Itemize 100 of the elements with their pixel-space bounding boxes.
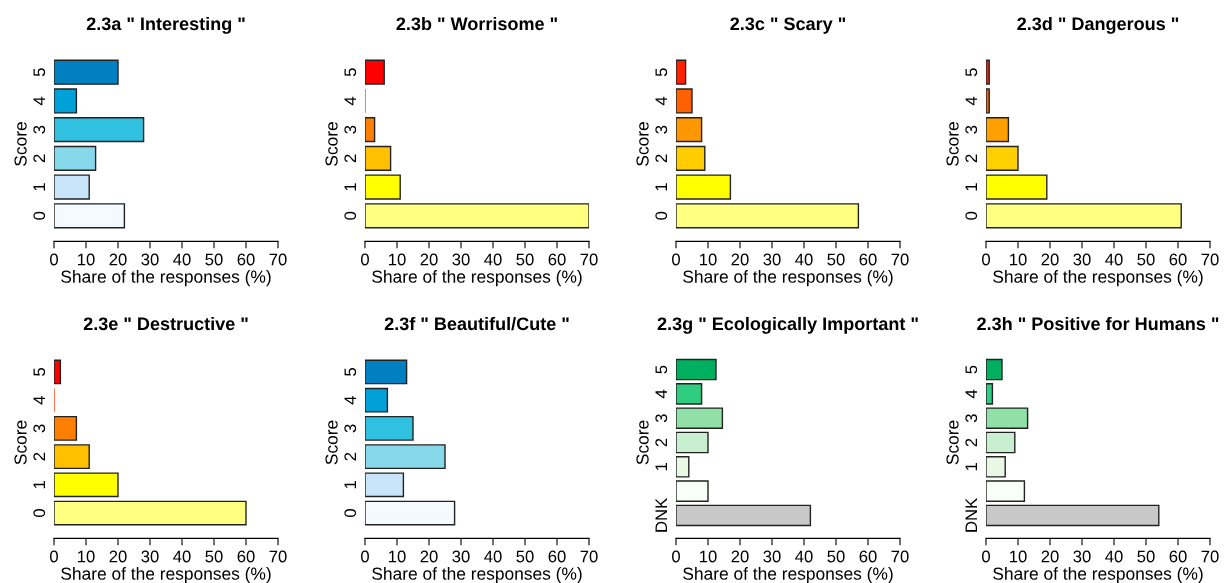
x-tick-label: 70 (580, 253, 598, 266)
x-tick-label: 10 (700, 253, 717, 266)
x-tick-label: 50 (1137, 550, 1155, 563)
x-tick-label: 60 (548, 253, 566, 266)
bar (365, 500, 456, 526)
bar (986, 431, 1016, 454)
y-tick-label: 2 (655, 154, 667, 163)
x-axis-title: Share of the responses (%) (61, 567, 271, 583)
x-tick-label: 10 (78, 253, 95, 266)
x-tick-label: 60 (859, 253, 877, 266)
y-tick-label: 0 (655, 211, 668, 220)
x-tick-label: 20 (731, 550, 749, 563)
x-tick-label: 40 (173, 253, 191, 266)
bar (986, 88, 990, 114)
y-tick-label: 3 (33, 424, 46, 433)
x-tick-label: 20 (109, 253, 127, 266)
bar (676, 88, 693, 114)
y-tick-label: 0 (344, 509, 357, 518)
x-tick-label: 0 (361, 253, 369, 266)
x-tick-label: 0 (50, 253, 58, 266)
bar (676, 504, 812, 527)
x-tick-label: 20 (1041, 253, 1059, 266)
y-tick-label: 2 (965, 154, 977, 163)
y-tick-label: 1 (965, 462, 977, 471)
bar (54, 472, 119, 498)
x-tick-label: 20 (420, 550, 438, 563)
y-tick-label: 2 (344, 154, 356, 163)
bar (676, 431, 709, 454)
y-tick-label: 5 (33, 68, 46, 77)
bar (54, 359, 62, 385)
y-tick-label: 5 (655, 365, 668, 374)
x-tick-label: 60 (859, 550, 877, 563)
y-tick-label: 4 (344, 396, 356, 405)
y-tick-label: 0 (33, 211, 46, 220)
y-tick-label: 2 (655, 438, 667, 447)
x-tick-label: 10 (700, 550, 717, 563)
x-tick-label: 10 (1010, 550, 1027, 563)
y-tick-label: 4 (965, 389, 977, 399)
x-tick-label: 60 (1169, 253, 1187, 266)
x-tick-label: 30 (763, 550, 781, 563)
y-tick-label: 1 (33, 481, 45, 489)
chart-title: 2.3a " Interesting " (86, 16, 245, 34)
bar (986, 145, 1019, 171)
y-axis-title: Score (636, 122, 649, 166)
x-tick-label: 70 (1201, 253, 1219, 266)
y-axis-title: Score (325, 420, 338, 465)
bar (365, 387, 389, 413)
x-tick-label: 30 (141, 550, 159, 563)
y-tick-label: 1 (344, 183, 356, 191)
x-tick-label: 20 (1041, 550, 1059, 563)
y-tick-label: 5 (344, 68, 357, 77)
bar (986, 117, 1010, 143)
y-tick-label: DNK (655, 498, 667, 532)
x-tick-label: 60 (237, 550, 255, 563)
x-tick-label: 40 (173, 550, 191, 563)
y-tick-label: 2 (33, 154, 45, 163)
x-tick-label: 0 (982, 550, 990, 563)
bar (365, 145, 392, 171)
x-tick-label: 0 (672, 253, 680, 266)
bar (54, 415, 78, 441)
x-tick-label: 40 (1105, 550, 1123, 563)
x-tick-label: 30 (1073, 253, 1091, 266)
y-tick-label: 0 (344, 211, 357, 220)
x-tick-label: 40 (1105, 253, 1123, 266)
x-tick-label: 20 (109, 550, 127, 563)
bar (54, 174, 90, 200)
x-tick-label: 30 (452, 253, 470, 266)
x-tick-label: 20 (420, 253, 438, 266)
bar (676, 59, 687, 85)
bar (676, 145, 706, 171)
y-tick-label: 2 (344, 452, 356, 461)
x-tick-label: 40 (484, 550, 502, 563)
y-tick-label: 4 (344, 96, 356, 106)
x-tick-label: 50 (205, 253, 223, 266)
x-tick-label: 10 (1010, 253, 1027, 266)
y-tick-label: 3 (33, 125, 46, 134)
y-tick-label: 4 (33, 96, 45, 106)
bar (365, 117, 376, 143)
y-tick-label: 3 (655, 414, 668, 423)
x-axis-title: Share of the responses (%) (993, 270, 1203, 287)
bar (365, 203, 589, 229)
bar (676, 203, 860, 229)
y-tick-label: 3 (344, 424, 357, 433)
y-tick-label: 5 (655, 68, 668, 77)
x-tick-label: 30 (141, 253, 159, 266)
y-axis-title: Score (636, 420, 649, 465)
x-tick-label: 60 (1169, 550, 1187, 563)
y-axis-title: Score (946, 420, 959, 465)
y-tick-label: 4 (655, 96, 667, 106)
y-tick-label: 3 (965, 414, 978, 423)
x-tick-label: 50 (205, 550, 223, 563)
y-tick-label: 5 (965, 68, 978, 77)
bar (676, 480, 709, 502)
bar (54, 145, 97, 171)
y-axis-title: Score (14, 420, 27, 465)
bar (676, 407, 724, 429)
chart-title: 2.3g " Ecologically Important " (657, 316, 918, 334)
x-tick-label: 50 (827, 253, 845, 266)
bar (365, 359, 408, 385)
y-tick-label: 1 (965, 183, 977, 191)
